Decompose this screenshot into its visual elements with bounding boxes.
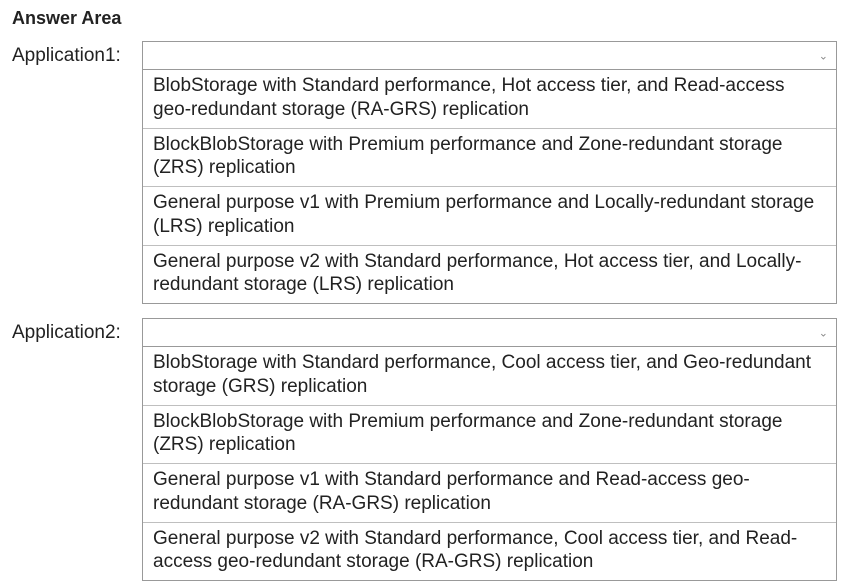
application2-row: Application2: ⌄ BlobStorage with Standar… bbox=[12, 318, 837, 581]
application2-dropdown: ⌄ BlobStorage with Standard performance,… bbox=[142, 318, 837, 581]
application2-label: Application2: bbox=[12, 318, 142, 344]
answer-area-title: Answer Area bbox=[12, 8, 837, 29]
application2-option[interactable]: BlockBlobStorage with Premium performanc… bbox=[143, 406, 836, 465]
application1-option[interactable]: BlockBlobStorage with Premium performanc… bbox=[143, 129, 836, 188]
application2-option[interactable]: General purpose v2 with Standard perform… bbox=[143, 523, 836, 581]
application1-option[interactable]: General purpose v2 with Standard perform… bbox=[143, 246, 836, 304]
application1-option[interactable]: General purpose v1 with Premium performa… bbox=[143, 187, 836, 246]
application2-option[interactable]: General purpose v1 with Standard perform… bbox=[143, 464, 836, 523]
application1-row: Application1: ⌄ BlobStorage with Standar… bbox=[12, 41, 837, 304]
chevron-down-icon: ⌄ bbox=[819, 49, 828, 62]
application1-select[interactable]: ⌄ bbox=[143, 42, 836, 70]
application1-dropdown: ⌄ BlobStorage with Standard performance,… bbox=[142, 41, 837, 304]
chevron-down-icon: ⌄ bbox=[819, 326, 828, 339]
application2-option[interactable]: BlobStorage with Standard performance, C… bbox=[143, 347, 836, 406]
application1-label: Application1: bbox=[12, 41, 142, 67]
application2-select[interactable]: ⌄ bbox=[143, 319, 836, 347]
application1-option[interactable]: BlobStorage with Standard performance, H… bbox=[143, 70, 836, 129]
